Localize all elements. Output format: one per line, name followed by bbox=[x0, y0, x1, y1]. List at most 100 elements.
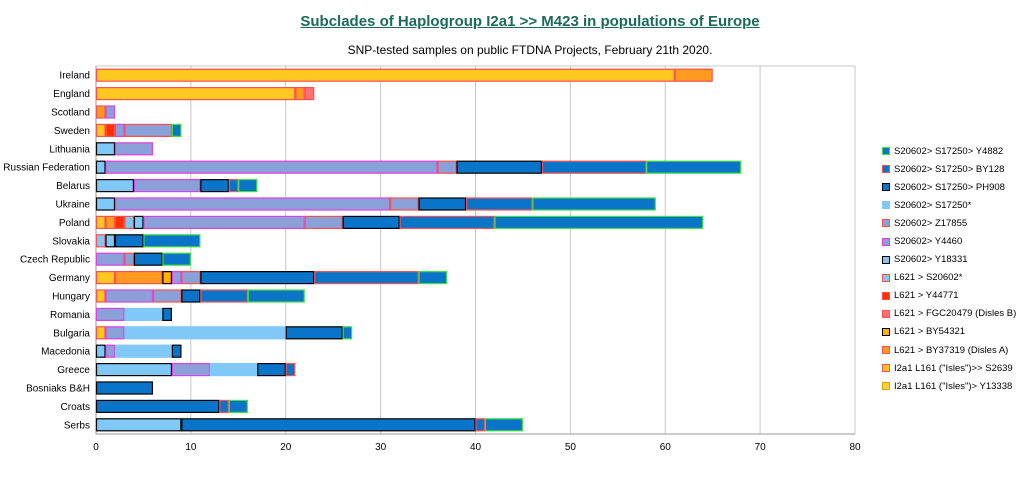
bar-segment bbox=[105, 160, 438, 174]
bar-segment bbox=[314, 271, 419, 285]
bar-segment bbox=[95, 399, 220, 413]
bar-segment bbox=[209, 363, 258, 377]
bar-segment bbox=[228, 179, 239, 193]
bar-segment bbox=[114, 215, 125, 229]
bar-segment bbox=[95, 381, 154, 395]
bar-segment bbox=[456, 160, 543, 174]
legend-entry: I2a1 L161 ("Isles")>> S2639 bbox=[882, 359, 1016, 377]
bar-segment bbox=[475, 418, 486, 432]
bar-segment bbox=[95, 252, 125, 266]
chart-title: Subclades of Haplogroup I2a1 >> M423 in … bbox=[300, 13, 760, 30]
x-tick-label: 40 bbox=[470, 442, 482, 453]
bar-segment bbox=[162, 307, 173, 321]
legend-swatch bbox=[882, 237, 890, 246]
bar-segment bbox=[304, 215, 343, 229]
bar-segment bbox=[95, 86, 296, 101]
legend-label: L621 > BY54321 bbox=[894, 326, 966, 338]
category-label: Romania bbox=[50, 310, 90, 321]
bar-segment bbox=[494, 215, 704, 229]
x-tick-label: 60 bbox=[660, 442, 672, 453]
legend-label: S20602> S17250> PH908 bbox=[894, 181, 1005, 193]
bar-segment bbox=[95, 271, 116, 285]
bar-segment bbox=[105, 215, 116, 229]
legend-entry: L621 > BY37319 (Disles A) bbox=[882, 341, 1016, 359]
category-label: Belarus bbox=[56, 181, 90, 192]
bar-segment bbox=[105, 123, 116, 138]
legend-entry: L621 > S20602* bbox=[882, 269, 1016, 287]
legend-label: I2a1 L161 ("Isles")>> S2639 bbox=[894, 362, 1013, 374]
legend-swatch bbox=[882, 327, 890, 336]
bar-segment bbox=[285, 363, 296, 377]
bar-segment bbox=[114, 271, 163, 285]
bar-segment bbox=[124, 307, 163, 321]
bar-segment bbox=[95, 215, 106, 229]
bar-segment bbox=[105, 344, 116, 358]
legend-entry: L621 > BY54321 bbox=[882, 323, 1016, 341]
chart-subtitle: SNP-tested samples on public FTDNA Proje… bbox=[347, 43, 713, 57]
category-label: Macedonia bbox=[41, 347, 90, 358]
legend-swatch bbox=[882, 219, 890, 228]
legend-label: S20602> S17250* bbox=[894, 199, 972, 211]
legend-entry: L621 > FGC20479 (Disles B) bbox=[882, 305, 1016, 323]
x-tick-label: 10 bbox=[185, 442, 197, 453]
category-label: Slovakia bbox=[52, 236, 90, 247]
bar-segment bbox=[295, 86, 305, 101]
bar-segment bbox=[418, 197, 467, 211]
bar-segment bbox=[95, 234, 106, 248]
bar-segment bbox=[162, 252, 191, 266]
legend-entry: S20602> Y4460 bbox=[882, 232, 1016, 250]
category-label: Bosniaks B&H bbox=[26, 384, 90, 395]
bar-segment bbox=[114, 344, 172, 358]
bar-segment bbox=[95, 142, 116, 156]
category-label: Ireland bbox=[59, 71, 90, 82]
bar-segment bbox=[95, 307, 125, 321]
bar-segment bbox=[541, 160, 647, 174]
x-tick-label: 50 bbox=[565, 442, 577, 453]
bar-segment bbox=[95, 105, 106, 119]
bar-segment bbox=[171, 271, 182, 285]
category-label: Germany bbox=[49, 273, 90, 284]
legend-swatch bbox=[882, 147, 890, 156]
category-label: Serbs bbox=[64, 420, 90, 431]
legend-label: L621 > Y44771 bbox=[894, 290, 959, 302]
bar-segment bbox=[133, 179, 201, 193]
bar-segment bbox=[162, 271, 173, 285]
bar-segment bbox=[484, 418, 524, 432]
legend-label: I2a1 L161 ("Isles")> Y13338 bbox=[894, 380, 1013, 392]
bar-segment bbox=[124, 326, 286, 340]
bar-segment bbox=[114, 123, 125, 138]
legend-label: L621 > BY37319 (Disles A) bbox=[894, 344, 1009, 356]
bar-segment bbox=[181, 271, 201, 285]
category-label: Lithuania bbox=[49, 144, 90, 155]
category-label: Ukraine bbox=[56, 200, 91, 211]
legend-swatch bbox=[882, 364, 890, 373]
bar-segment bbox=[114, 234, 144, 248]
legend-swatch bbox=[882, 165, 890, 174]
bar-segment bbox=[105, 326, 125, 340]
category-label: Poland bbox=[59, 218, 90, 229]
legend-entry: L621 > Y44771 bbox=[882, 287, 1016, 305]
bar-segment bbox=[238, 179, 258, 193]
legend-entry: I2a1 L161 ("Isles")> Y13338 bbox=[882, 377, 1016, 395]
bar-segment bbox=[133, 252, 163, 266]
bar-segment bbox=[219, 399, 229, 413]
legend-swatch bbox=[882, 309, 890, 318]
bar-segment bbox=[200, 289, 248, 303]
legend-entry: S20602> S17250> BY128 bbox=[882, 160, 1016, 178]
chart-legend: S20602> S17250> Y4882 S20602> S17250> BY1… bbox=[882, 142, 1016, 395]
bar-segment bbox=[105, 234, 116, 248]
bar-segment bbox=[95, 123, 106, 138]
bar-segment bbox=[181, 418, 476, 432]
bar-segment bbox=[95, 160, 106, 174]
legend-label: L621 > S20602* bbox=[894, 272, 963, 284]
legend-label: S20602> S17250> Y4882 bbox=[894, 145, 1004, 157]
category-label: Greece bbox=[57, 365, 90, 376]
x-tick-label: 70 bbox=[755, 442, 767, 453]
bar-segment bbox=[95, 326, 106, 340]
bar-segment bbox=[105, 289, 154, 303]
bar-segment bbox=[171, 344, 182, 358]
x-tick-label: 20 bbox=[280, 442, 292, 453]
bar-segment bbox=[124, 123, 173, 138]
bar-segment bbox=[418, 271, 448, 285]
legend-swatch bbox=[882, 291, 890, 300]
